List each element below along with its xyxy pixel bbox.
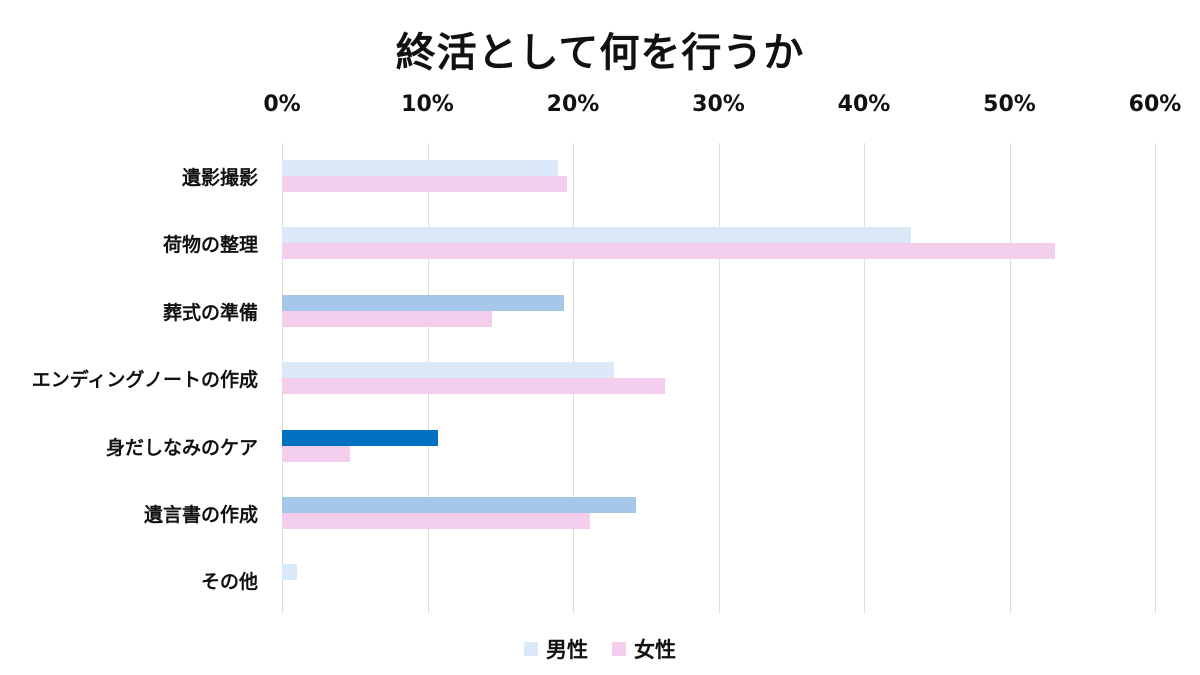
- legend-label-male: 男性: [546, 638, 588, 662]
- category-label: 遺影撮影: [181, 167, 258, 189]
- x-tick-label: 60%: [1128, 92, 1182, 117]
- bar-female: [282, 513, 591, 529]
- bar-male: [282, 294, 565, 311]
- legend-swatch-male: [524, 642, 538, 656]
- gridline: [864, 143, 865, 613]
- category-label: 荷物の整理: [162, 234, 258, 257]
- category-label: その他: [200, 571, 258, 594]
- bar-male: [282, 362, 614, 379]
- bar-female: [282, 445, 351, 462]
- bar-male: [282, 227, 911, 244]
- category-label: 身だしなみのケア: [105, 436, 258, 459]
- gridline: [1010, 143, 1011, 613]
- x-tick-label: 0%: [263, 92, 301, 117]
- legend-item-female: 女性: [612, 634, 676, 664]
- bar-male: [282, 564, 297, 581]
- legend-swatch-female: [612, 642, 626, 656]
- legend: 男性 女性: [0, 634, 1200, 664]
- bar-female: [282, 310, 492, 327]
- gridline: [1155, 143, 1156, 613]
- bar-female: [282, 176, 568, 192]
- category-label: エンディングノートの作成: [31, 369, 258, 392]
- x-tick-label: 20%: [546, 92, 600, 117]
- legend-label-female: 女性: [634, 638, 676, 662]
- chart-title: 終活として何を行うか: [395, 30, 805, 76]
- category-label: 葬式の準備: [162, 301, 258, 324]
- bar-male: [282, 429, 438, 446]
- x-tick-label: 30%: [692, 92, 745, 117]
- x-tick-label: 40%: [837, 92, 891, 117]
- bar-female: [282, 243, 1055, 260]
- x-tick-label: 50%: [983, 92, 1036, 117]
- bar-male: [282, 160, 559, 176]
- x-tick-label: 10%: [401, 92, 454, 117]
- gridline: [719, 143, 720, 613]
- legend-item-male: 男性: [524, 634, 588, 664]
- category-label: 遺言書の作成: [143, 504, 258, 526]
- bar-female: [282, 378, 665, 395]
- bar-male: [282, 497, 636, 513]
